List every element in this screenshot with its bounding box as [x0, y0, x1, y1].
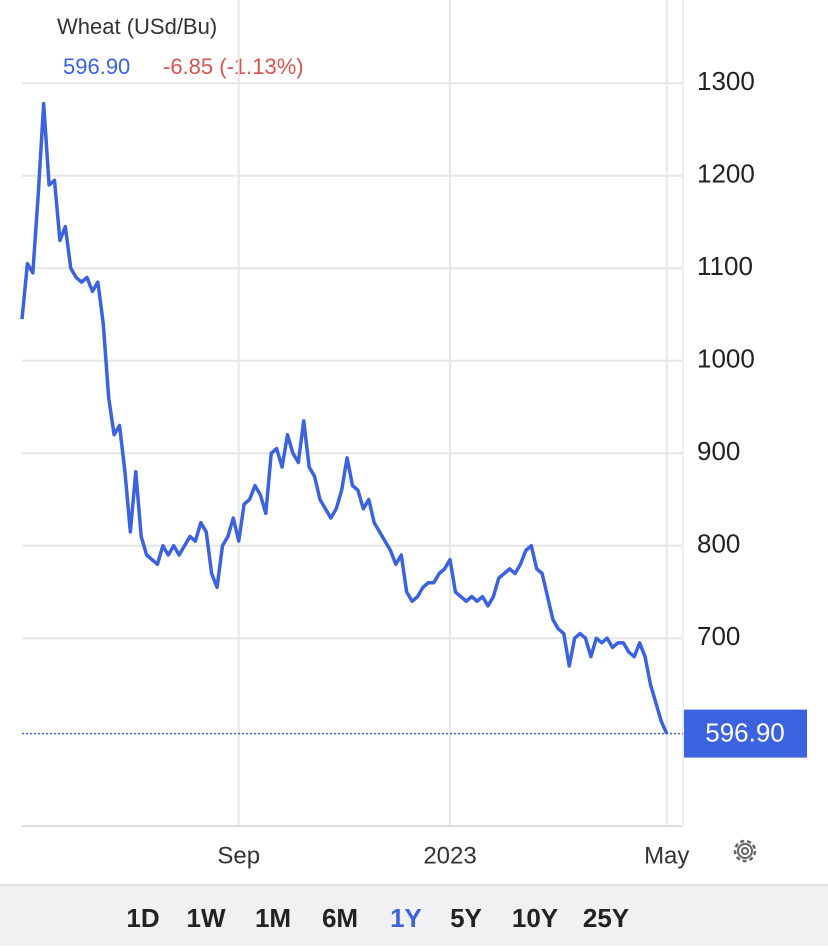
range-button[interactable]: 1D [126, 903, 159, 933]
range-button[interactable]: 1Y [390, 903, 422, 933]
price-line [20, 101, 669, 735]
range-button[interactable]: 6M [322, 903, 358, 933]
range-bar-border [0, 884, 828, 886]
y-tick-label: 1200 [697, 159, 755, 189]
x-tick-label: May [644, 842, 689, 869]
y-tick-label: 1000 [697, 344, 755, 374]
x-tick-label: 2023 [423, 842, 476, 869]
range-button[interactable]: 5Y [450, 903, 482, 933]
range-button[interactable]: 25Y [583, 903, 629, 933]
y-tick-label: 1100 [697, 251, 753, 281]
range-button[interactable]: 1W [187, 903, 226, 933]
gear-teeth [733, 839, 757, 863]
range-button[interactable]: 1M [255, 903, 291, 933]
settings-button[interactable] [733, 839, 757, 863]
last-price: 596.90 [63, 54, 130, 79]
range-button[interactable]: 10Y [512, 903, 558, 933]
range-bar [0, 886, 828, 946]
y-tick-label: 700 [697, 621, 740, 651]
y-tick-label: 900 [697, 436, 740, 466]
gear-body [737, 843, 753, 859]
y-tick-label: 1300 [697, 66, 755, 96]
gear-hole [741, 847, 749, 855]
price-tag-label: 596.90 [705, 717, 785, 747]
price-change: -6.85 (-1.13%) [163, 54, 304, 79]
chart-title: Wheat (USd/Bu) [57, 14, 217, 39]
price-tag [684, 709, 807, 758]
x-tick-label: Sep [217, 842, 260, 869]
y-tick-label: 800 [697, 529, 740, 559]
